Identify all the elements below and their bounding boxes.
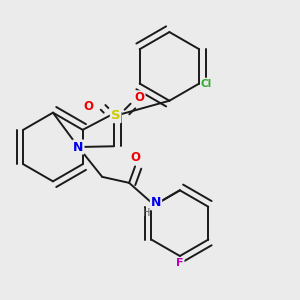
Text: O: O — [134, 91, 145, 104]
Text: S: S — [111, 109, 121, 122]
Text: O: O — [84, 100, 94, 113]
Text: N: N — [73, 140, 83, 154]
Text: N: N — [151, 196, 161, 209]
Text: H: H — [143, 208, 151, 218]
Text: F: F — [176, 259, 184, 269]
Text: O: O — [130, 151, 140, 164]
Text: Cl: Cl — [201, 79, 212, 88]
